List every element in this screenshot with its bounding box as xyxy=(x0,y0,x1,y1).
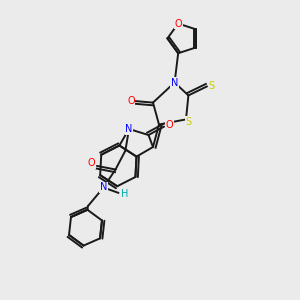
Text: O: O xyxy=(127,96,135,106)
Text: O: O xyxy=(166,120,173,130)
Text: N: N xyxy=(171,77,178,88)
Text: O: O xyxy=(174,19,182,28)
Text: O: O xyxy=(88,158,95,169)
Text: S: S xyxy=(185,117,191,127)
Text: S: S xyxy=(208,81,214,92)
Text: N: N xyxy=(125,124,133,134)
Text: N: N xyxy=(100,182,107,193)
Text: H: H xyxy=(121,189,128,200)
